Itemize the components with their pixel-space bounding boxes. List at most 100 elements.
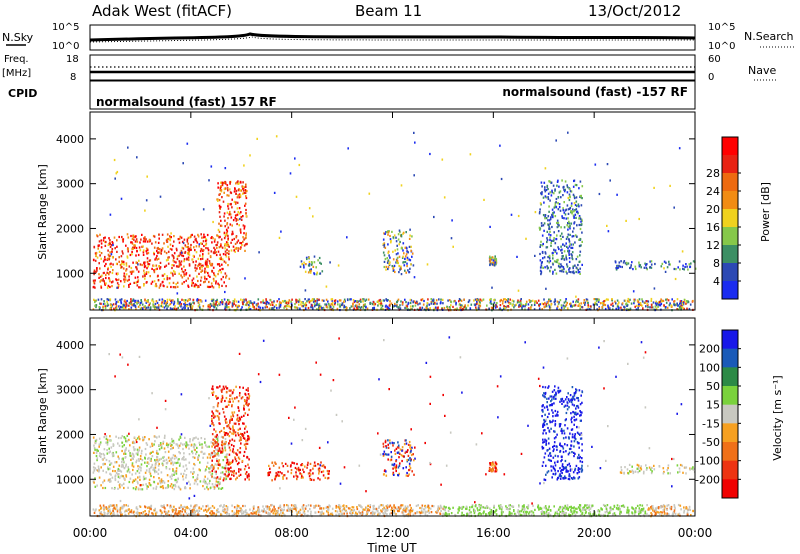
scatter-point [692, 299, 694, 303]
scatter-point [218, 263, 221, 266]
scatter-point [620, 260, 622, 263]
scatter-point [275, 474, 277, 477]
scatter-point [558, 423, 561, 426]
scatter-point [232, 300, 235, 303]
scatter-point [397, 446, 400, 449]
scatter-point [247, 437, 249, 440]
scatter-point [127, 250, 129, 253]
scatter-point [545, 512, 548, 515]
scatter-point [200, 300, 202, 303]
scatter-point [448, 299, 451, 302]
scatter-point [494, 467, 497, 470]
scatter-point [667, 472, 669, 475]
scatter-point [167, 237, 170, 241]
scatter-point [203, 244, 205, 248]
scatter-point [143, 438, 145, 441]
scatter-point [228, 194, 230, 197]
scatter-point [410, 245, 412, 248]
scatter-point [638, 263, 641, 266]
scatter-point [270, 307, 273, 310]
scatter-point [245, 388, 248, 391]
scatter-point [577, 397, 579, 400]
scatter-point [542, 394, 544, 397]
scatter-point [120, 280, 122, 283]
scatter-point [260, 301, 262, 304]
scatter-point [397, 262, 399, 265]
scatter-point [236, 463, 239, 466]
scatter-point [313, 478, 315, 482]
scatter-point [160, 444, 163, 447]
scatter-point [443, 306, 446, 310]
scatter-point [353, 307, 355, 310]
scatter-point [581, 185, 584, 188]
scatter-point [178, 272, 180, 275]
scatter-point [405, 246, 408, 249]
scatter-point [490, 256, 493, 260]
scatter-point [193, 456, 196, 459]
scatter-point [681, 250, 684, 253]
scatter-point [538, 304, 540, 307]
scatter-point [239, 447, 242, 450]
scatter-point [561, 216, 564, 219]
scatter-point [587, 305, 590, 308]
scatter-point [547, 300, 550, 303]
scatter-point [160, 302, 163, 306]
scatter-point [339, 303, 341, 306]
scatter-point [544, 215, 546, 218]
scatter-point [408, 245, 411, 248]
scatter-point [574, 438, 577, 441]
scatter-point [343, 305, 346, 309]
scatter-point [220, 185, 222, 188]
scatter-point [349, 298, 351, 301]
scatter-point [149, 445, 152, 448]
scatter-point [136, 480, 139, 483]
scatter-point [396, 248, 399, 251]
scatter-point [568, 257, 571, 260]
scatter-point [173, 441, 175, 444]
scatter-point [571, 451, 573, 454]
scatter-point [178, 304, 181, 307]
scatter-point [222, 459, 225, 462]
scatter-point [496, 302, 498, 305]
scatter-point [577, 263, 579, 267]
scatter-point [477, 298, 479, 301]
scatter-point [248, 305, 251, 308]
scatter-point [654, 262, 656, 266]
scatter-point [638, 305, 640, 308]
scatter-point [554, 511, 557, 514]
scatter-point [539, 243, 542, 247]
scatter-point [617, 303, 619, 306]
scatter-point [210, 452, 212, 455]
scatter-point [543, 298, 545, 301]
scatter-point [110, 262, 112, 265]
scatter-point [316, 298, 318, 301]
scatter-point [99, 267, 101, 270]
scatter-point [563, 429, 565, 432]
scatter-point [399, 307, 402, 310]
scatter-point [221, 394, 224, 398]
scatter-point [93, 271, 95, 274]
scatter-point [106, 452, 109, 455]
scatter-point [316, 299, 319, 302]
scatter-point [138, 286, 140, 289]
scatter-point [650, 303, 653, 306]
scatter-point [541, 308, 543, 311]
scatter-point [214, 454, 217, 457]
scatter-point [93, 447, 96, 450]
scatter-point [274, 478, 276, 481]
scatter-point [550, 244, 552, 247]
scatter-point [144, 461, 146, 464]
scatter-point [334, 303, 336, 306]
freq-left-tick-bottom: 8 [70, 72, 76, 83]
scatter-point [548, 404, 551, 407]
scatter-point [571, 403, 574, 406]
scatter-point [177, 485, 180, 488]
scatter-point [548, 303, 550, 307]
scatter-point [284, 462, 287, 465]
scatter-point [331, 298, 334, 301]
scatter-point [153, 235, 156, 238]
scatter-point [134, 478, 137, 481]
scatter-point [562, 270, 565, 273]
scatter-point [226, 433, 229, 436]
scatter-point [120, 305, 122, 308]
